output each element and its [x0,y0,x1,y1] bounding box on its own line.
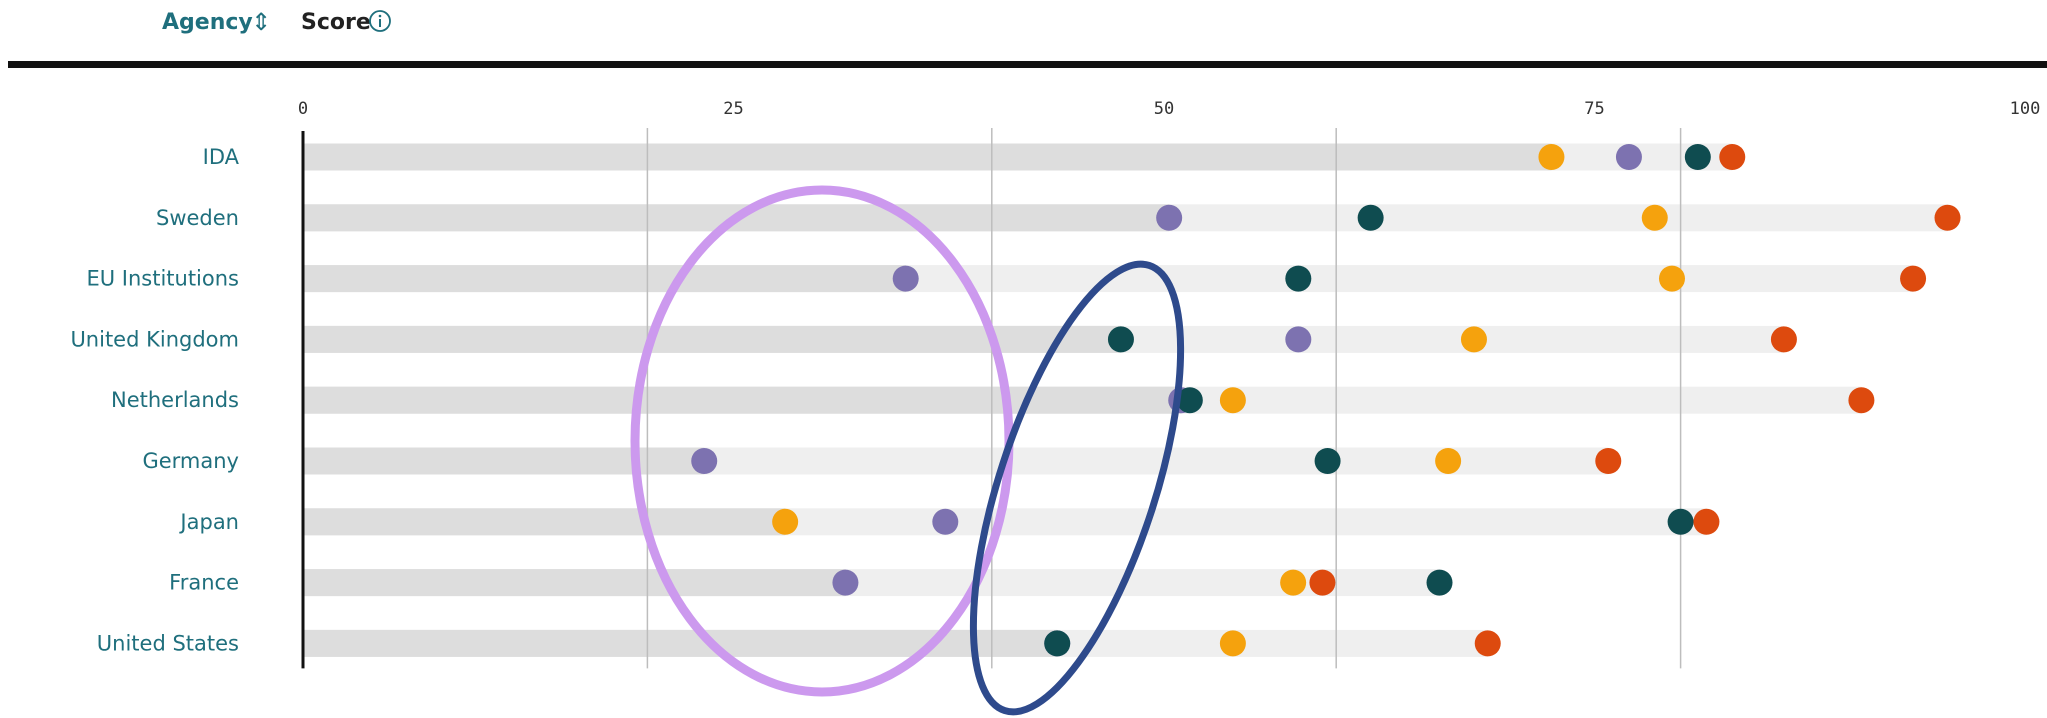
data-point [1693,508,1720,535]
data-point [1719,144,1746,170]
data-point [832,569,859,596]
x-tick-label: 50 [1154,99,1174,119]
data-point [1285,265,1312,292]
data-point [1658,265,1685,292]
row-track-dark [303,143,1552,171]
data-point [1219,630,1246,657]
data-point [1285,326,1312,353]
data-point [1615,144,1642,170]
row-label: France [169,571,239,595]
row-label: United States [97,631,239,655]
data-point [772,508,799,535]
row-track-dark [303,569,846,597]
agency-column-header[interactable]: Agency [162,10,253,35]
data-point [691,448,718,474]
data-point [1309,569,1336,596]
x-tick-label: 0 [298,99,308,119]
header-divider [8,61,2047,68]
table-header: Agency ⇕ Score [0,0,2047,46]
row-label: Germany [142,449,239,473]
data-point [1474,630,1501,657]
row-track-dark [303,386,1182,414]
score-column-header: Score [301,10,371,35]
data-point [1641,204,1668,231]
data-point [1044,630,1071,657]
data-point [1219,387,1246,414]
data-point [1280,569,1307,596]
data-point [932,508,959,535]
row-label: Netherlands [111,388,239,412]
row-track-dark [303,447,705,475]
data-point [1770,326,1797,353]
data-point [1848,387,1875,414]
row-track-dark [303,265,906,293]
info-circle-icon[interactable] [368,9,392,33]
row-label: IDA [203,145,240,169]
x-tick-label: 100 [2010,99,2041,119]
x-tick-label: 75 [1584,99,1604,119]
data-point [1107,326,1134,353]
row-track-dark [303,508,786,536]
data-point [1314,448,1341,474]
data-point [1435,448,1462,474]
data-point [1426,569,1453,596]
data-point [1595,448,1622,474]
data-point [1357,204,1384,231]
data-point [1156,204,1183,231]
row-label: United Kingdom [70,327,239,351]
data-point [1176,387,1203,414]
data-point [1667,508,1694,535]
data-point [1934,204,1961,231]
data-point [892,265,919,292]
data-point [1684,144,1711,170]
row-label: Sweden [156,206,239,230]
row-track-dark [303,325,1121,353]
x-tick-label: 25 [723,99,743,119]
row-label: EU Institutions [86,267,239,291]
data-point [1900,265,1927,292]
row-label: Japan [178,510,239,534]
data-point [1460,326,1487,353]
data-point [1538,144,1565,170]
highlight-ellipse-navy [969,260,1185,716]
sort-updown-icon[interactable]: ⇕ [251,8,272,36]
